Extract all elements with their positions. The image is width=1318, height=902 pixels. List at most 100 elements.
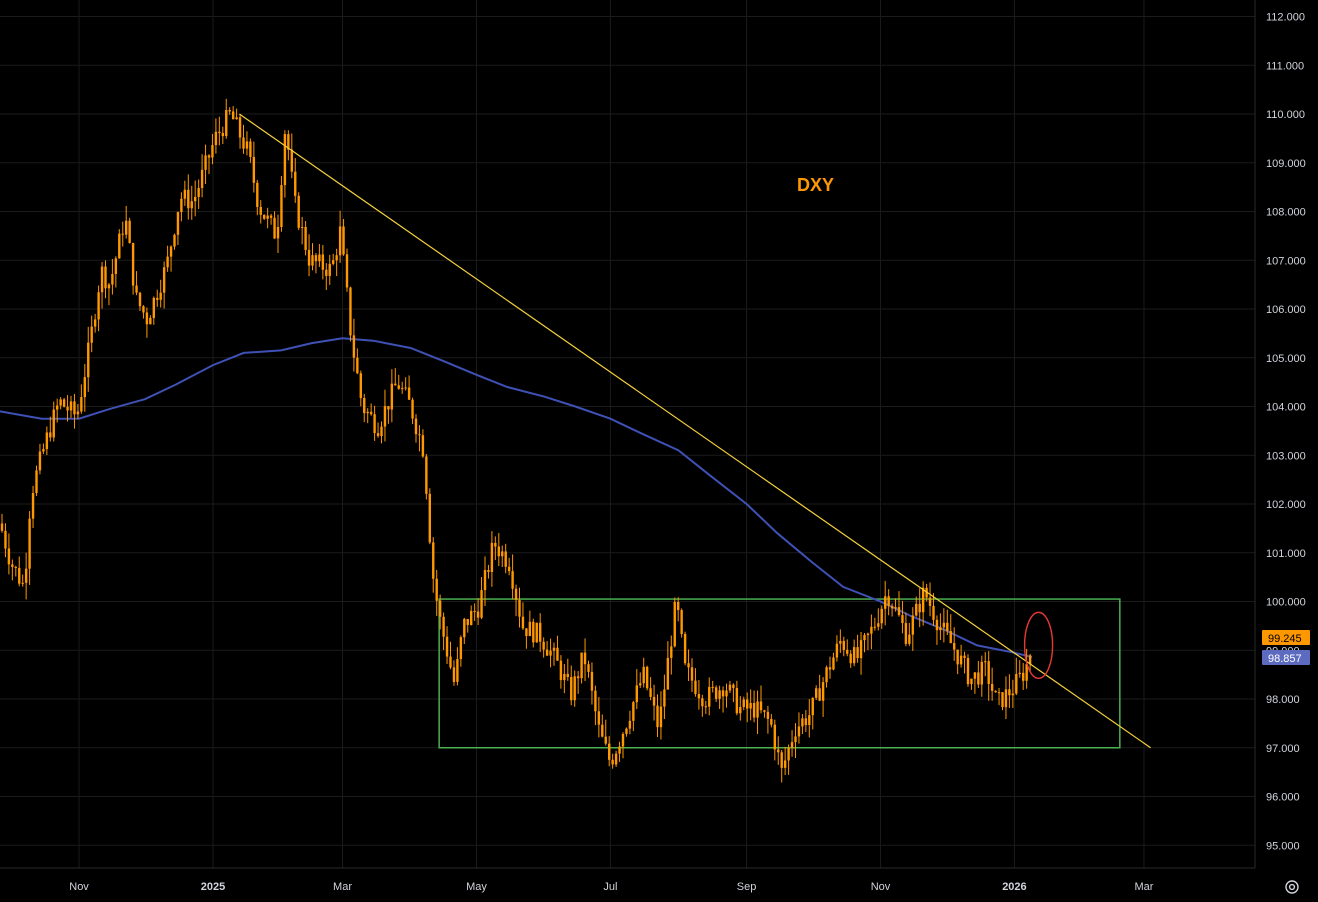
- candle-body: [856, 647, 859, 659]
- candle-body: [749, 702, 752, 709]
- candle-body: [790, 742, 794, 748]
- price-tick-label: 100.000: [1266, 597, 1306, 609]
- candle-body: [576, 676, 580, 679]
- candle-body: [31, 493, 35, 519]
- candle-body: [28, 518, 31, 569]
- candle-body: [156, 297, 159, 300]
- candle-body: [797, 726, 801, 737]
- candle-body: [984, 661, 987, 663]
- candle-body: [290, 149, 293, 172]
- candle-body: [162, 267, 166, 293]
- range-box-rect: [438, 598, 1121, 749]
- candle-body: [173, 234, 176, 247]
- candle-body: [38, 451, 42, 471]
- candle-body: [128, 220, 131, 244]
- chart-settings-button[interactable]: [1281, 876, 1303, 898]
- price-tick-label: 106.000: [1266, 304, 1306, 316]
- candle-body: [704, 706, 707, 708]
- candle-body: [321, 254, 325, 270]
- candle-body: [411, 399, 414, 419]
- time-axis[interactable]: Nov 2025 Mar May Jul Sep Nov 2026 Mar: [0, 867, 1255, 893]
- price-tick-label: 96.000: [1266, 792, 1300, 804]
- candle-body: [380, 426, 383, 437]
- candle-body: [266, 215, 269, 219]
- price-tick-label: 97.000: [1266, 743, 1300, 755]
- candle-body: [573, 676, 576, 701]
- candle-body: [218, 131, 221, 133]
- candle-body: [966, 657, 970, 685]
- candle-body: [466, 618, 469, 625]
- candle-body: [621, 733, 625, 747]
- candle-body: [549, 650, 552, 656]
- time-tick-label: Sep: [737, 881, 757, 893]
- candle-body: [994, 690, 997, 693]
- candle-body: [821, 682, 825, 701]
- candle-body: [476, 611, 480, 618]
- candle-body: [97, 292, 100, 320]
- candle-body: [307, 249, 311, 266]
- candle-body: [815, 688, 818, 698]
- candle-body: [214, 131, 218, 146]
- candle-body: [859, 640, 863, 659]
- candle-body: [915, 603, 918, 616]
- candle-body: [404, 387, 407, 389]
- candle-body: [942, 622, 946, 628]
- candle-body: [939, 627, 942, 631]
- candle-body: [1011, 693, 1015, 696]
- candle-body: [80, 397, 83, 412]
- candle-body: [135, 285, 138, 293]
- candle-body: [690, 667, 694, 681]
- price-tick-label: 112.000: [1266, 12, 1305, 24]
- candle-body: [142, 306, 145, 313]
- gear-icon: [1285, 880, 1299, 894]
- time-tick-label: Nov: [69, 881, 89, 893]
- candle-body: [946, 622, 949, 632]
- candle-body: [294, 171, 297, 196]
- candle-body: [659, 706, 663, 728]
- candle-body: [611, 759, 614, 765]
- candle-body: [959, 655, 963, 665]
- candle-body: [42, 449, 45, 452]
- candle-body: [618, 746, 621, 754]
- candle-body: [401, 388, 404, 390]
- candle-body: [535, 622, 538, 643]
- candle-body: [35, 470, 38, 494]
- candle-body: [635, 685, 638, 703]
- candle-body: [407, 387, 411, 400]
- candle-body: [566, 673, 569, 677]
- candle-body: [773, 724, 776, 750]
- candle-body: [897, 607, 901, 616]
- price-tick-label: 108.000: [1266, 207, 1306, 219]
- time-tick-label: Mar: [1135, 881, 1154, 893]
- candle-body: [656, 705, 659, 728]
- candle-body: [604, 736, 607, 744]
- candle-body: [445, 636, 449, 657]
- candle-body: [490, 542, 494, 573]
- candle-body: [228, 110, 231, 112]
- candle-body: [714, 687, 718, 699]
- ticker-label: DXY: [797, 175, 834, 195]
- candle-body: [683, 633, 687, 664]
- candle-body: [221, 132, 224, 137]
- candle-body: [884, 596, 887, 609]
- candle-body: [880, 608, 883, 624]
- candle-body: [66, 406, 69, 411]
- candle-body: [425, 456, 428, 494]
- candle-body: [763, 710, 766, 712]
- candle-body: [639, 683, 642, 686]
- last-price-badge: [1262, 630, 1310, 645]
- candle-body: [756, 701, 759, 718]
- candle-body: [283, 134, 287, 186]
- candle-body: [211, 145, 214, 158]
- candle-body: [125, 220, 128, 235]
- candle-body: [49, 432, 52, 438]
- candle-body: [369, 411, 373, 415]
- candle-body: [114, 258, 118, 274]
- candle-body: [169, 246, 173, 257]
- candle-body: [342, 226, 345, 255]
- price-axis[interactable]: 112.000 111.000 110.000 109.000 108.000 107.0…: [1254, 0, 1306, 868]
- candle-body: [197, 187, 200, 197]
- highlight-ellipse-shape: [1023, 611, 1054, 680]
- time-tick-label: Mar: [333, 881, 352, 893]
